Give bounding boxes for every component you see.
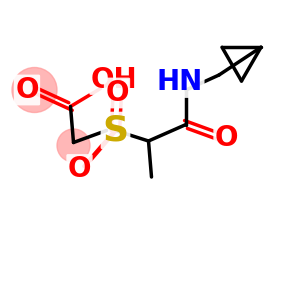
- Text: OH: OH: [91, 65, 137, 94]
- Circle shape: [57, 129, 90, 162]
- Circle shape: [12, 68, 57, 112]
- Text: O: O: [68, 155, 91, 184]
- Text: O: O: [105, 79, 129, 107]
- Text: O: O: [215, 124, 238, 152]
- Text: HN: HN: [157, 68, 203, 97]
- Text: O: O: [15, 76, 39, 104]
- Text: S: S: [102, 113, 129, 148]
